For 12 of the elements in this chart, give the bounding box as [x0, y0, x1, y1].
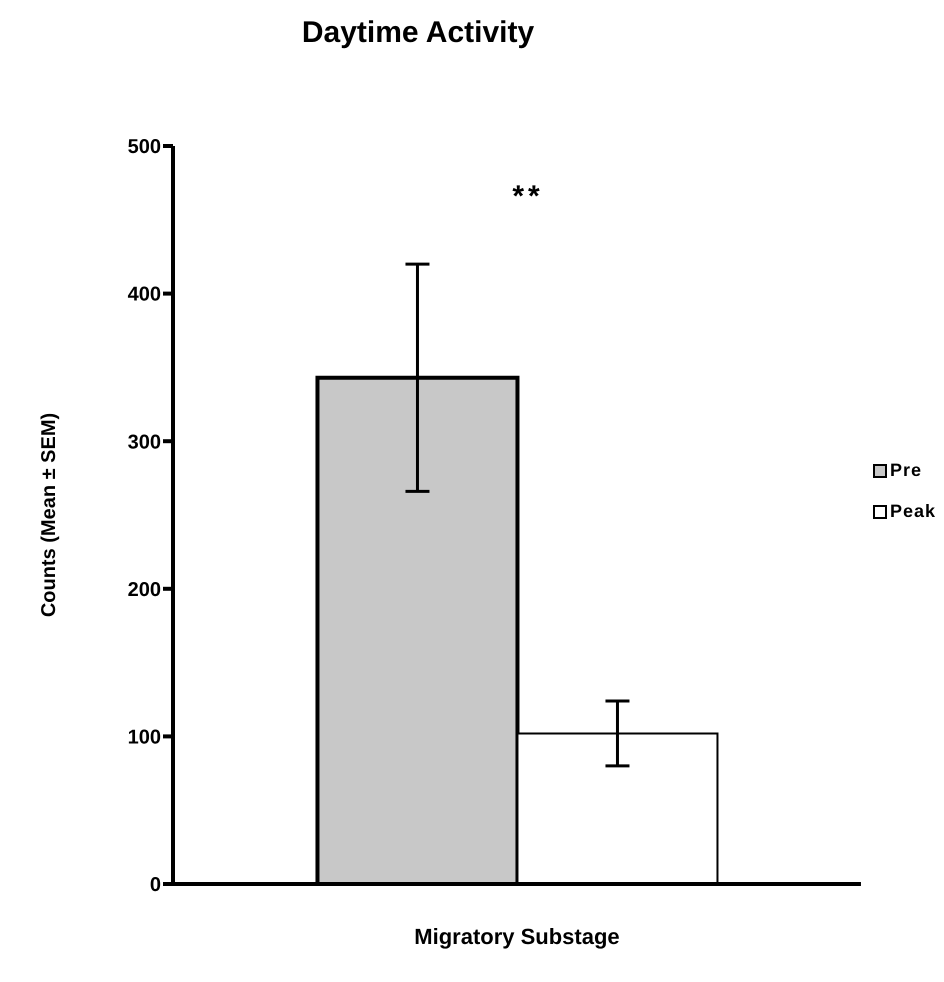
annotation: ** [511, 180, 545, 214]
y-tick-label: 300 [128, 431, 161, 454]
legend-label: Peak [888, 501, 936, 522]
chart-title: Daytime Activity [300, 16, 536, 50]
y-tick-label: 200 [128, 578, 161, 601]
y-tick-label: 500 [128, 136, 161, 158]
y-tick-label: 100 [128, 726, 161, 748]
y-tick-label: 400 [128, 284, 161, 306]
legend-label: Pre [888, 460, 923, 481]
y-axis-title: Counts (Mean ± SEM) [38, 412, 60, 618]
y-tick-label: 0 [150, 874, 161, 896]
x-axis-title: Migratory Substage [414, 924, 620, 949]
